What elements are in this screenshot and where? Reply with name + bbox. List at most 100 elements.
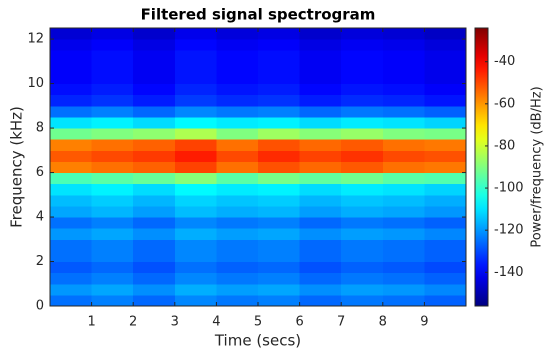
heatmap-cell — [91, 83, 134, 96]
heatmap-cell — [133, 61, 176, 73]
heatmap-cell — [382, 194, 425, 207]
heatmap-cell — [424, 205, 467, 218]
heatmap-cell — [133, 194, 176, 207]
heatmap-cell — [299, 183, 342, 196]
heatmap-cell — [424, 28, 467, 40]
heatmap-cell — [299, 239, 342, 251]
heatmap-cell — [299, 105, 342, 118]
heatmap-cell — [341, 161, 384, 174]
heatmap-cell — [91, 272, 134, 285]
heatmap-cell — [341, 172, 384, 185]
heatmap-cell — [216, 128, 259, 140]
heatmap-cell — [133, 72, 176, 85]
heatmap-cell — [216, 50, 259, 62]
heatmap-cell — [382, 94, 425, 107]
heatmap-cell — [174, 272, 217, 285]
heatmap-cell — [424, 50, 467, 62]
heatmap-cell — [341, 283, 384, 296]
heatmap-cell — [382, 205, 425, 218]
x-tick-label: 9 — [420, 315, 428, 330]
heatmap-cell — [133, 128, 176, 140]
heatmap-cell — [133, 50, 176, 62]
heatmap-cell — [133, 239, 176, 251]
heatmap-cell — [341, 205, 384, 218]
heatmap-cell — [174, 217, 217, 229]
heatmap-cell — [341, 139, 384, 151]
colorbar-tick-label: -60 — [494, 96, 515, 111]
heatmap-cell — [299, 28, 342, 40]
heatmap-cell — [133, 39, 176, 51]
y-tick-label: 4 — [36, 210, 44, 225]
heatmap-cell — [382, 72, 425, 85]
heatmap-cell — [50, 139, 93, 151]
colorbar-label: Power/frequency (dB/Hz) — [530, 86, 545, 247]
heatmap-cell — [133, 261, 176, 274]
heatmap-cell — [216, 228, 259, 240]
heatmap-cell — [424, 283, 467, 296]
heatmap-cell — [216, 294, 259, 307]
heatmap-cell — [174, 261, 217, 274]
y-tick-label: 6 — [36, 165, 44, 180]
heatmap-cell — [382, 261, 425, 274]
heatmap-cell — [424, 39, 467, 51]
heatmap-cell — [258, 217, 301, 229]
heatmap-cell — [50, 228, 93, 240]
heatmap-cell — [91, 61, 134, 73]
heatmap-cell — [424, 150, 467, 162]
x-tick-label: 7 — [337, 315, 345, 330]
colorbar-tick-label: -40 — [494, 54, 515, 69]
heatmap-cell — [174, 28, 217, 40]
heatmap-cell — [299, 205, 342, 218]
heatmap-cell — [299, 39, 342, 51]
x-tick-label: 6 — [295, 315, 303, 330]
heatmap-cell — [91, 50, 134, 62]
heatmap-cell — [424, 183, 467, 196]
heatmap-cell — [174, 172, 217, 185]
heatmap-cell — [424, 294, 467, 307]
y-tick-label: 0 — [36, 299, 44, 314]
heatmap-cell — [91, 172, 134, 185]
heatmap-cell — [216, 61, 259, 73]
heatmap-cell — [50, 116, 93, 129]
heatmap-cell — [174, 283, 217, 296]
heatmap-cell — [91, 261, 134, 274]
heatmap-cell — [258, 72, 301, 85]
heatmap-cell — [299, 250, 342, 263]
heatmap-cell — [91, 128, 134, 140]
heatmap-cell — [341, 272, 384, 285]
heatmap-cell — [216, 239, 259, 251]
heatmap-cell — [299, 94, 342, 107]
heatmap-cell — [299, 116, 342, 129]
heatmap-cell — [91, 72, 134, 85]
heatmap-cell — [424, 194, 467, 207]
heatmap-cell — [50, 250, 93, 263]
heatmap-cell — [174, 294, 217, 307]
heatmap-cell — [382, 50, 425, 62]
heatmap-cell — [91, 228, 134, 240]
heatmap-cell — [91, 194, 134, 207]
heatmap-cell — [50, 50, 93, 62]
heatmap-cell — [50, 283, 93, 296]
heatmap-cell — [341, 228, 384, 240]
heatmap-cell — [424, 261, 467, 274]
heatmap-cell — [382, 116, 425, 129]
colorbar-tick-label: -120 — [494, 223, 524, 238]
heatmap-cell — [258, 183, 301, 196]
heatmap-cell — [50, 150, 93, 162]
heatmap-cell — [341, 72, 384, 85]
heatmap-cell — [50, 128, 93, 140]
heatmap-cell — [299, 217, 342, 229]
heatmap-cell — [424, 161, 467, 174]
heatmap-cell — [424, 228, 467, 240]
heatmap-cell — [382, 250, 425, 263]
heatmap-cell — [91, 94, 134, 107]
heatmap-cell — [133, 172, 176, 185]
heatmap-cell — [258, 150, 301, 162]
heatmap-cell — [424, 250, 467, 263]
x-tick-label: 1 — [87, 315, 95, 330]
heatmap-cell — [50, 61, 93, 73]
heatmap-cell — [133, 150, 176, 162]
heatmap-cell — [50, 205, 93, 218]
heatmap-cell — [133, 28, 176, 40]
heatmap-cell — [341, 294, 384, 307]
